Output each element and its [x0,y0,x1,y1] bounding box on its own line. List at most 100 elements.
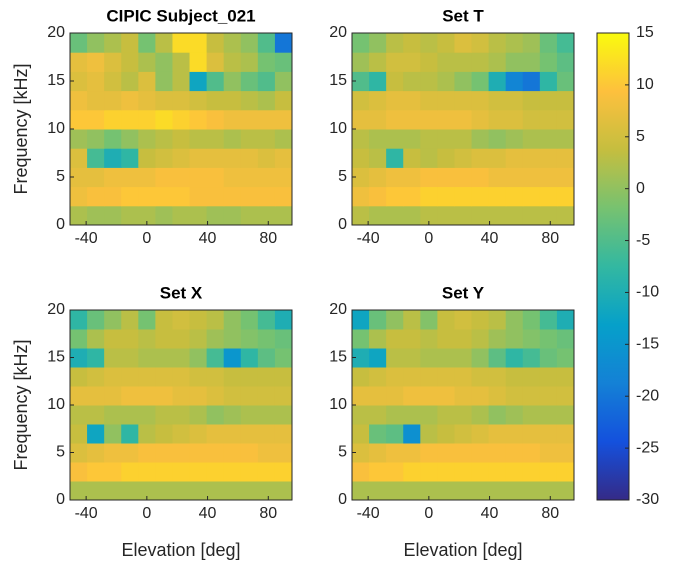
heatmap-cell [488,52,507,72]
heatmap-cell [352,71,370,92]
x-tick-label: -40 [357,505,380,522]
heatmap-cell [505,367,524,387]
heatmap-cell [257,71,276,92]
heatmap-cell [87,90,105,111]
heatmap-cell [257,462,276,482]
heatmap-cell [155,90,173,111]
heatmap-cell [556,109,575,130]
heatmap-cell [437,405,455,425]
heatmap-cell [522,348,541,368]
heatmap-cell [138,52,156,72]
heatmap-cell [539,386,558,406]
heatmap-cell [471,386,490,406]
heatmap-cell [522,310,541,330]
heatmap-cell [189,443,208,463]
heatmap-cell [539,367,558,387]
y-tick-label: 10 [47,120,65,137]
heatmap-cell [420,367,438,387]
heatmap-cell [454,386,473,406]
heatmap-cell [505,129,524,149]
heatmap-cell [522,424,541,444]
y-tick-label: 10 [329,120,347,137]
heatmap-cell [206,443,225,463]
heatmap-cell [172,329,191,349]
heatmap-cell [539,90,558,111]
heatmap-cell [240,310,259,330]
axes-title: Set X [160,283,203,302]
x-tick-label: 0 [424,505,433,522]
heatmap-cell [172,405,191,425]
heatmap-cell [104,52,122,72]
heatmap-cell [70,386,88,406]
heatmap-cell [257,405,276,425]
heatmap-cell [386,443,404,463]
axes-title: Set Y [442,283,485,302]
x-tick-label: 0 [424,230,433,247]
heatmap-cell [138,329,156,349]
heatmap-cell [556,186,575,207]
heatmap-cell [104,129,122,149]
heatmap-cell [369,90,387,111]
heatmap-cell [87,329,105,349]
heatmap-cell [420,310,438,330]
heatmap-cell [189,109,208,130]
heatmap-cell [522,90,541,111]
heatmap-cell [274,109,293,130]
heatmap-cell [556,167,575,188]
heatmap-cell [488,405,507,425]
heatmap-cell [121,386,139,406]
heatmap-cell [488,443,507,463]
heatmap-cell [206,33,225,53]
y-tick-label: 5 [56,444,65,461]
colorbar [596,32,630,501]
heatmap-cell [104,367,122,387]
heatmap-cell [257,329,276,349]
heatmap-cell [87,481,105,501]
heatmap-cell [155,33,173,53]
heatmap-cell [403,405,421,425]
heatmap-cell [274,443,293,463]
heatmap-cell [386,386,404,406]
heatmap-cell [471,71,490,92]
heatmap-cell [556,33,575,53]
heatmap-cell [223,386,242,406]
heatmap-cell [488,205,507,226]
heatmap-cell [104,405,122,425]
heatmap-cell [104,443,122,463]
heatmap-cell [471,205,490,226]
heatmap-cell [539,52,558,72]
colorbar-tick-label: 15 [636,24,654,41]
heatmap-cell [454,329,473,349]
heatmap-cell [403,109,421,130]
heatmap-cell [223,329,242,349]
heatmap-cell [189,367,208,387]
heatmap-cell [155,367,173,387]
axes-title: CIPIC Subject_021 [106,6,255,25]
heatmap-cell [352,33,370,53]
heatmap-cell [155,424,173,444]
heatmap-cell [522,52,541,72]
heatmap-cell [257,386,276,406]
heatmap-cell [87,310,105,330]
heatmap-cell [539,148,558,168]
heatmap-cell [369,129,387,149]
heatmap-cell [223,424,242,444]
heatmap-cell [403,386,421,406]
heatmap-cell [471,443,490,463]
heatmap-cell [488,129,507,149]
heatmap-cell [471,33,490,53]
heatmap-cell [539,310,558,330]
heatmap-cell [223,186,242,207]
heatmap-cell [138,90,156,111]
heatmap-cell [206,90,225,111]
heatmap-cell [104,33,122,53]
y-tick-label: 15 [329,72,347,89]
x-tick-label: 40 [481,505,499,522]
heatmap-cell [70,367,88,387]
heatmap-cell [87,129,105,149]
heatmap-cell [556,424,575,444]
heatmap-cell [240,348,259,368]
heatmap-cell [240,167,259,188]
heatmap-cell [454,462,473,482]
heatmap-cell [454,443,473,463]
